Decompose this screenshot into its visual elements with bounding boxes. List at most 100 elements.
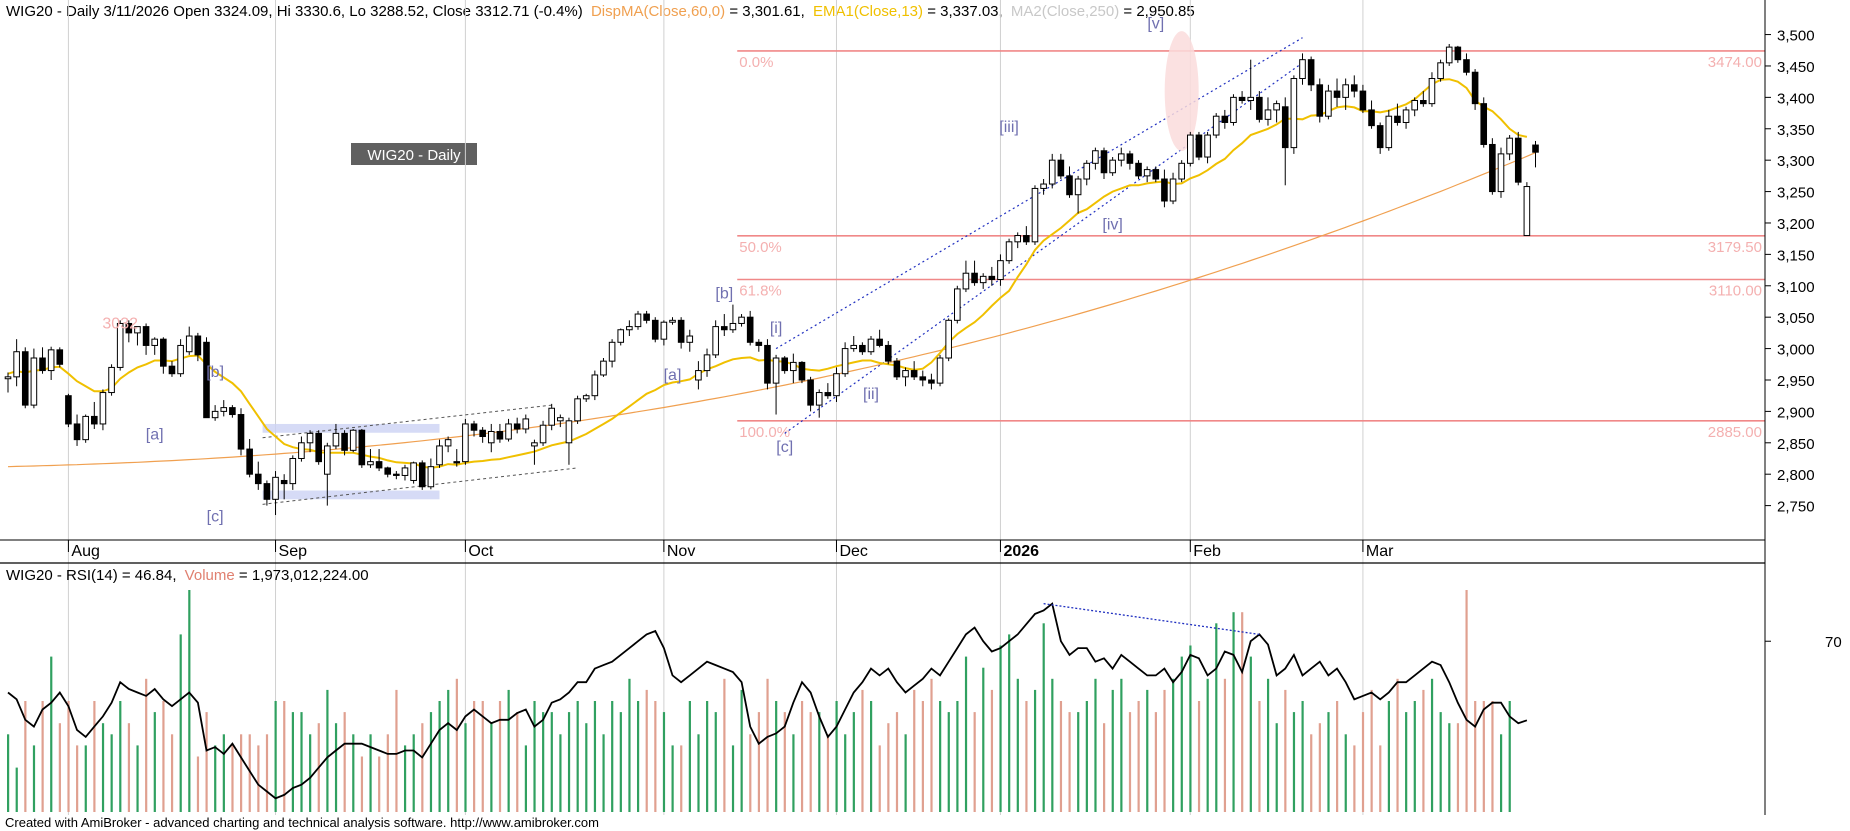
candle-body	[1368, 109, 1375, 127]
volume-bar	[455, 678, 458, 812]
month-label: Feb	[1193, 543, 1221, 560]
candle-body	[833, 373, 840, 397]
volume-bar	[1292, 712, 1296, 812]
candle-body	[1204, 134, 1211, 158]
volume-bar	[1111, 689, 1114, 812]
fib-percent-label: 50.0%	[739, 239, 782, 256]
volume-bar	[749, 734, 752, 812]
candle-body	[125, 322, 133, 334]
candle-body	[410, 462, 417, 481]
volume-bar	[982, 667, 985, 812]
candle-body	[764, 344, 771, 384]
candle-body	[1307, 59, 1315, 86]
ma250-line	[7, 152, 1536, 468]
volume-bar	[1180, 656, 1183, 812]
volume-bar	[524, 745, 527, 812]
volume-bar	[1059, 701, 1063, 812]
wave-labels: 3032 [a] [b] [c] [a] [b] [i] [c] [ii] [iii] [iv] [v…	[102, 15, 1164, 525]
candle-body	[1023, 235, 1030, 243]
volume-bar	[636, 701, 640, 812]
candle-body	[1497, 153, 1505, 193]
volume-bar	[1223, 678, 1227, 812]
chart-tag-bg	[351, 143, 477, 165]
candle-body	[712, 326, 719, 356]
candle-body	[1428, 78, 1436, 105]
candle-body	[1385, 115, 1393, 149]
volume-bar	[1172, 678, 1175, 812]
volume-bar	[1318, 723, 1321, 812]
price-tick-label: 3,100	[1777, 279, 1815, 296]
candle-body	[815, 392, 823, 406]
price-tick-label: 3,200	[1777, 216, 1815, 233]
volume-bar	[231, 745, 234, 812]
fib-percent-label: 61.8%	[739, 283, 782, 300]
candle-body	[1161, 178, 1168, 202]
rsi-label: WIG20 - RSI(14) = 46.84,	[6, 567, 177, 584]
fibonacci-levels: 0.0% 3474.00 50.0% 3179.50 61.8% 3110.00 100.0…	[737, 50, 1765, 441]
volume-bar	[1430, 678, 1434, 812]
candle-body	[1005, 241, 1013, 262]
price-tick-label: 2,800	[1777, 467, 1815, 484]
volume-bar	[1396, 678, 1399, 812]
candle-body	[4, 376, 12, 380]
volume-bar	[1465, 590, 1468, 812]
candle-body	[39, 357, 46, 372]
volume-bar	[360, 756, 364, 812]
volume-bar	[550, 712, 553, 812]
candle-body	[21, 351, 29, 406]
wave-label: [a]	[664, 367, 682, 384]
candle-body	[1273, 103, 1280, 111]
candle-body	[1230, 96, 1237, 123]
candle-body	[1420, 100, 1427, 105]
volume-bar	[257, 745, 260, 812]
candle-body	[1014, 235, 1022, 243]
volume-bar	[1068, 712, 1071, 812]
volume-bar	[145, 678, 148, 812]
volume-bar	[1016, 678, 1019, 812]
volume-bar	[680, 745, 683, 812]
candle-body	[669, 319, 676, 323]
volume-bar	[1197, 701, 1201, 812]
volume-bar	[688, 701, 691, 812]
candle-body	[591, 374, 599, 397]
volume-bar	[1146, 689, 1149, 812]
volume-bar	[1344, 734, 1347, 812]
volume-bar	[84, 745, 87, 812]
volume-bar	[119, 701, 122, 812]
volume-bar	[1301, 701, 1304, 812]
candle-body	[936, 357, 944, 384]
volume-bar	[386, 734, 389, 812]
volume-bar	[403, 745, 407, 812]
candle-body	[367, 461, 374, 466]
volume-bar	[904, 734, 907, 812]
candle-body	[375, 461, 383, 469]
footer-credit: Created with AmiBroker - advanced charti…	[5, 815, 599, 830]
dispma-label: DispMA(Close,60,0)	[591, 3, 725, 20]
candle-body	[1454, 46, 1462, 61]
volume-bar	[153, 712, 156, 812]
candle-body	[617, 329, 625, 343]
volume-bar	[395, 689, 398, 812]
month-label: Sep	[279, 543, 308, 560]
ema-label: EMA1(Close,13)	[813, 3, 923, 20]
volume-bar	[41, 701, 44, 812]
candle-body	[954, 288, 961, 321]
candle-body	[824, 392, 832, 397]
candle-body	[1187, 134, 1194, 164]
volume-bar	[990, 689, 994, 812]
candle-body	[47, 349, 55, 372]
candle-body	[453, 461, 461, 464]
volume-bar	[1422, 689, 1425, 812]
volume-bar	[93, 701, 96, 812]
volume-bar	[1154, 712, 1157, 812]
candle-body	[91, 415, 98, 425]
volume-bar	[1508, 701, 1511, 812]
volume-bar	[429, 712, 433, 812]
rsi-tick-label: 70	[1825, 634, 1842, 651]
volume-bar	[1249, 656, 1252, 812]
rsi-header: WIG20 - RSI(14) = 46.84, Volume = 1,973,…	[6, 567, 369, 584]
volume-bar	[447, 689, 450, 812]
candle-body	[729, 322, 737, 331]
volume-bar	[1405, 712, 1408, 812]
candle-body	[30, 357, 38, 406]
